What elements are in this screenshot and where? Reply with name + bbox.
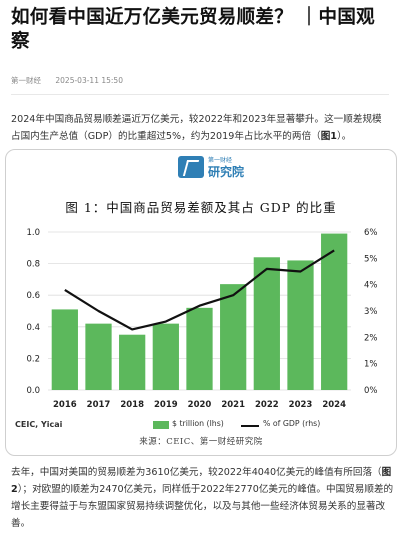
- bar-2023: [287, 260, 314, 390]
- y-right-tick-label: 4%: [364, 281, 378, 291]
- figure-1-ref: 图1: [320, 131, 337, 142]
- divider: [11, 94, 389, 95]
- y-right-tick-label: 0%: [364, 386, 378, 396]
- x-tick-label: 2024: [322, 400, 346, 410]
- article-title: 如何看中国近万亿美元贸易顺差？ ｜中国观察: [11, 7, 375, 52]
- figure-title: 图 1：中国商品贸易差额及其占 GDP 的比重: [65, 200, 337, 215]
- bar-2019: [152, 323, 179, 390]
- y-right-tick-label: 1%: [364, 360, 378, 370]
- y-left-tick-label: 1.0: [26, 228, 40, 238]
- bar-2022: [253, 257, 280, 390]
- figure-source: 来源：CEIC、第一财经研究院: [139, 437, 263, 447]
- x-tick-label: 2019: [154, 400, 178, 410]
- chart-source-left: CEIC, Yicai: [15, 420, 63, 429]
- figure-1: 第一财经 研究院 图 1：中国商品贸易差额及其占 GDP 的比重 0.0 0.2 0…: [5, 149, 397, 456]
- x-tick-label: 2023: [289, 400, 313, 410]
- trade-balance-chart: 0.0 0.2 0.4 0.6 0.8 1.0 0% 1% 2% 3% 4% 5% 6% 2016 2017…: [26, 228, 378, 410]
- figure-2-ref: 图2: [11, 467, 392, 495]
- paragraph-1-text: 2024年中国商品贸易顺差逼近万亿美元，较2022年和2023年显著攀升。这一顺…: [11, 114, 382, 142]
- x-tick-label: 2017: [87, 400, 111, 410]
- y-left-tick-label: 0.8: [26, 260, 40, 270]
- paragraph-2: 去年，中国对美国的贸易顺差为3610亿美元，较2022年4040亿美元的峰值有所…: [11, 464, 394, 532]
- x-tick-label: 2016: [53, 400, 77, 410]
- gdp-share-line: [64, 249, 335, 331]
- x-tick-label: 2020: [188, 400, 212, 410]
- bar-2021: [220, 284, 247, 390]
- bar-2016: [51, 309, 78, 390]
- x-tick-label: 2022: [255, 400, 279, 410]
- institute-logo: 第一财经 研究院: [178, 154, 288, 180]
- bar-2018: [119, 334, 146, 390]
- legend-line-swatch: [241, 425, 259, 427]
- paragraph-2-end: ）；对欧盟的顺差为2470亿美元，同样低于2022年2770亿美元的峰值。中国贸…: [11, 484, 394, 529]
- source-name[interactable]: 第一财经: [11, 76, 41, 85]
- paragraph-1: 2024年中国商品贸易顺差逼近万亿美元，较2022年和2023年显著攀升。这一顺…: [11, 111, 391, 145]
- y-left-tick-label: 0.2: [26, 354, 40, 364]
- logo-small-text: 第一财经: [208, 157, 233, 164]
- bar-2020: [186, 307, 213, 390]
- paragraph-2-text: 去年，中国对美国的贸易顺差为3610亿美元，较2022年4040亿美元的峰值有所…: [11, 467, 382, 478]
- legend-line-label: % of GDP (rhs): [263, 419, 321, 428]
- y-right-tick-label: 6%: [364, 228, 378, 238]
- logo-big-text: 研究院: [208, 165, 245, 179]
- x-tick-label: 2018: [120, 400, 144, 410]
- bar-2024: [321, 233, 348, 390]
- bar-2017: [85, 323, 112, 390]
- legend-bar-label: $ trillion (lhs): [172, 419, 224, 428]
- y-left-tick-label: 0.6: [26, 291, 40, 301]
- publish-time: 2025-03-11 15:50: [55, 76, 123, 85]
- article-meta: 第一财经 2025-03-11 15:50: [11, 75, 123, 86]
- paragraph-1-end: ）。: [336, 131, 352, 142]
- logo-icon: [178, 156, 204, 178]
- y-left-tick-label: 0.4: [26, 323, 40, 333]
- y-right-tick-label: 3%: [364, 307, 378, 317]
- x-tick-label: 2021: [221, 400, 245, 410]
- y-right-tick-label: 2%: [364, 333, 378, 343]
- legend-bar-swatch: [153, 421, 169, 429]
- y-right-tick-label: 5%: [364, 254, 378, 264]
- y-left-tick-label: 0.0: [26, 386, 40, 396]
